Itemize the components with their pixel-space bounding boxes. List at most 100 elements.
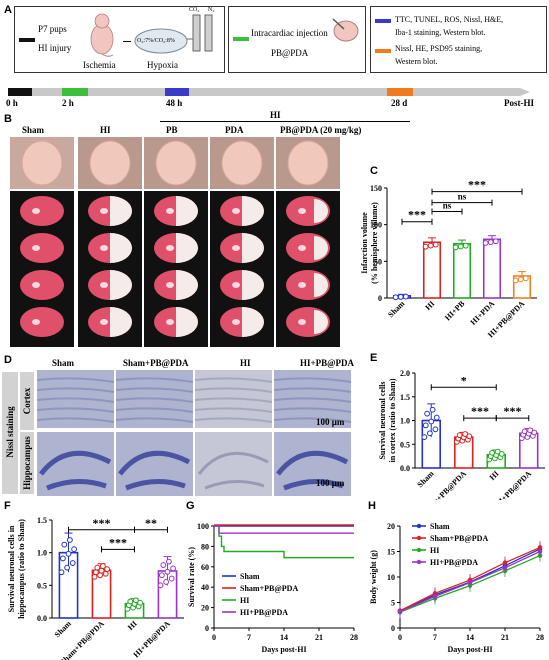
data-point: [457, 243, 464, 250]
arrow-line: [123, 41, 131, 42]
x-tick-label: HI+PB: [443, 299, 467, 323]
x-tick-label: 21: [315, 633, 323, 642]
x-tick-label: 28: [536, 633, 544, 642]
hi-header: HI: [270, 110, 281, 120]
y-tick-label: 2.0: [400, 369, 410, 378]
ventricle: [298, 208, 306, 214]
data-point: [170, 565, 176, 572]
hippocampus-dg: [125, 479, 186, 491]
data-point: [164, 568, 171, 575]
data-point: [422, 243, 429, 250]
ventricle: [32, 208, 40, 214]
ventricle: [166, 319, 174, 325]
panel-label-a: A: [4, 4, 12, 16]
panelA-legend-box: TTC, TUNEL, ROS, Nissl, H&E, Iba-1 stain…: [370, 6, 547, 73]
y-axis-label: hippocampus (ratio to Sham): [17, 519, 26, 619]
data-point: [428, 418, 435, 425]
sig-label: ***: [408, 208, 426, 222]
cortex-layer: [115, 417, 194, 423]
data-point: [421, 434, 428, 441]
data-point: [159, 572, 165, 579]
cortex-layer: [194, 377, 273, 383]
x-tick-label: HI: [488, 469, 501, 482]
sig-label: ns: [443, 200, 452, 210]
ventricle: [232, 282, 240, 288]
legend1-text: TTC, TUNEL, ROS, Nissl, H&E,: [395, 15, 504, 24]
y-axis-label: in cortex (ratio to Sham): [388, 378, 397, 462]
ventricle: [32, 245, 40, 251]
brain-slice: [20, 307, 64, 337]
data-point: [127, 598, 134, 605]
tick-0h: 0 h: [6, 98, 18, 108]
legend2b-text: Western blot.: [395, 57, 438, 66]
sig-label: ***: [468, 178, 486, 192]
y-tick-label: 50: [374, 257, 382, 266]
legend-label: Sham: [240, 572, 260, 581]
panel-label-b: B: [4, 113, 12, 125]
data-point: [452, 244, 459, 251]
panelA-injection-box: Intracardiac injection PB@PDA: [228, 6, 366, 73]
data-point: [58, 569, 65, 576]
y-tick-label: 150: [370, 184, 382, 193]
nissl-label-bar: Nissl staining: [2, 372, 18, 494]
tick-48h: 48 h: [166, 98, 183, 108]
cortex-layer: [273, 407, 352, 413]
hypoxia-chamber-icon: [134, 14, 213, 54]
y-axis-label: Body weight (g): [369, 550, 378, 604]
data-point: [456, 432, 463, 439]
ventricle: [100, 319, 108, 325]
cortex-layer: [37, 417, 115, 423]
whole-brain: [221, 140, 263, 186]
y-axis-label: Survival rate (%): [187, 547, 196, 607]
data-point: [527, 427, 534, 434]
whole-brain: [21, 140, 63, 186]
data-point: [64, 564, 71, 571]
data-point: [165, 558, 172, 565]
x-axis-label: Days post-HI: [261, 645, 306, 654]
brain-slice: [20, 233, 64, 263]
sig-label: ***: [471, 404, 489, 418]
legend2-text: Nissl, HE, PSD95 staining,: [395, 44, 483, 53]
ventricle: [232, 245, 240, 251]
brain-slice: [20, 270, 64, 300]
groupD-sham-pbpda: Sham+PB@PDA: [123, 358, 189, 368]
data-point: [397, 609, 403, 614]
y-tick-label: 1.0: [400, 417, 410, 426]
infarct-region: [176, 270, 198, 300]
y-tick-label: 10: [387, 573, 395, 582]
infarct-region: [176, 233, 198, 263]
panel-label-h: H: [368, 500, 376, 512]
groupB-pbpda: PB@PDA (20 mg/kg): [280, 125, 362, 135]
y-tick-label: 1.0: [37, 549, 47, 558]
data-point: [402, 293, 409, 300]
co2-text: CO₂: [189, 7, 200, 13]
sig-label: ***: [504, 404, 522, 418]
x-tick-label: Sham: [415, 469, 435, 489]
data-point: [60, 555, 66, 562]
legend-label: Sham: [430, 522, 450, 531]
hippocampus-dg: [204, 480, 265, 490]
data-point: [91, 573, 98, 580]
legend-label: HI: [430, 546, 439, 555]
data-point: [157, 582, 164, 589]
data-point: [494, 448, 501, 455]
whole-brain: [155, 140, 197, 186]
survival-line: [214, 525, 354, 559]
timeline: [8, 88, 530, 96]
cortex-layer: [115, 387, 194, 393]
data-point: [422, 422, 429, 429]
legend-label: HI+PB@PDA: [240, 608, 288, 617]
cortex-layer: [37, 397, 115, 403]
hippocampus-survival-chart: 0.0 0.5 1.0 1.5 Survival neuronal cells in hi…: [7, 516, 184, 660]
whole-brain: [89, 140, 131, 186]
data-point: [462, 431, 469, 437]
ventricle: [232, 319, 240, 325]
y-tick-label: 15: [387, 548, 395, 557]
bar: [482, 238, 502, 299]
x-tick-label: HI: [126, 619, 139, 632]
orange-legend-bar: [375, 49, 391, 53]
data-point: [163, 579, 170, 585]
infarct-region: [110, 196, 132, 226]
y-tick-label: 0.0: [37, 614, 47, 623]
bar: [452, 242, 472, 299]
